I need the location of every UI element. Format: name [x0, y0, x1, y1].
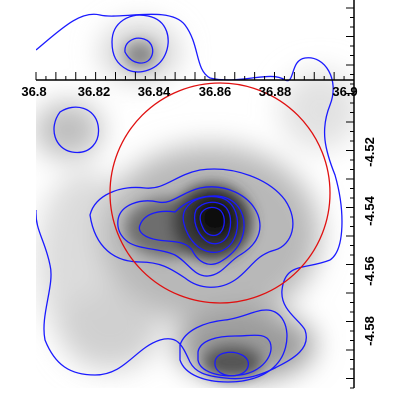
- contour-level-1: [89, 168, 294, 288]
- contour-lines: [36, 13, 343, 383]
- contour-top-inner: [124, 37, 154, 64]
- contour-level-2: [117, 186, 261, 277]
- contour-level-5: [193, 201, 232, 245]
- x-tick-label: 36.88: [259, 84, 292, 99]
- y-tick-label: -4.58: [362, 316, 377, 346]
- source-region-circle: [109, 82, 331, 304]
- contour-south-1: [179, 309, 288, 383]
- intensity-image: [36, 0, 354, 388]
- y-tick-label: -4.56: [362, 256, 377, 286]
- contour-level-6: [199, 206, 225, 237]
- x-tick-label: 36.84: [138, 84, 171, 99]
- y-axis-right: -4.52 -4.54 -4.56 -4.58: [346, 0, 377, 389]
- x-tick-label: 36.86: [199, 84, 232, 99]
- contour-top-outer: [111, 14, 169, 73]
- y-tick-label: -4.54: [362, 195, 377, 225]
- contour-level-4: [182, 195, 239, 254]
- contour-level-3: [138, 195, 245, 265]
- contour-blob-nw: [53, 106, 100, 154]
- x-tick-label: 36.82: [78, 84, 111, 99]
- x-tick-label: 36.9: [332, 84, 357, 99]
- contour-south-3: [214, 351, 249, 377]
- contour-south-2: [197, 334, 272, 377]
- y-tick-label: -4.52: [362, 137, 377, 167]
- x-axis-top: 36.8 36.82 36.84 36.86 36.88 36.9: [21, 72, 358, 99]
- contour-outer: [36, 13, 343, 380]
- x-tick-label: 36.8: [21, 84, 46, 99]
